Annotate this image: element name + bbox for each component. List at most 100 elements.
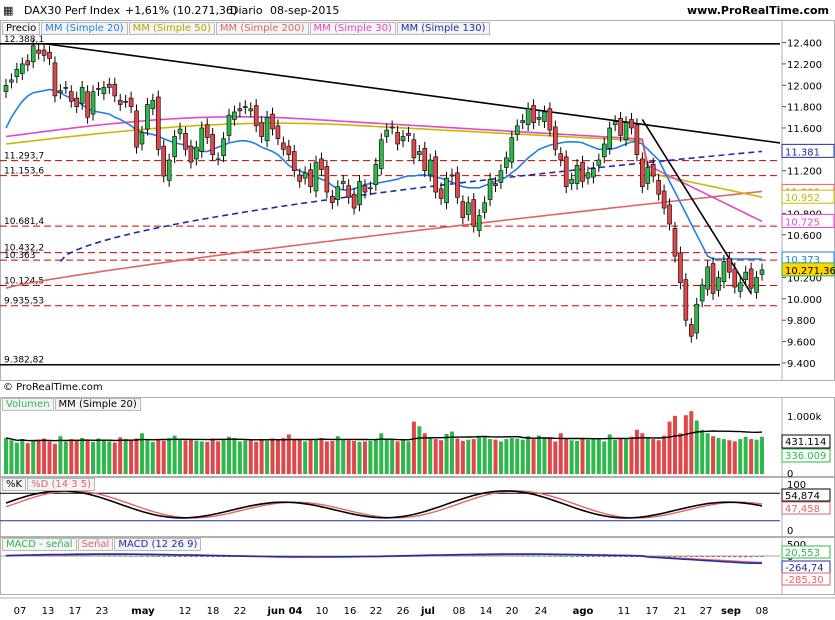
legend-sma30[interactable]: MM (Simple 30) <box>309 22 396 35</box>
candle-body <box>460 201 466 218</box>
value-box-label: 336.009 <box>785 451 826 462</box>
value-box-d <box>781 501 831 515</box>
volume-bar <box>678 433 683 474</box>
volume-bar <box>716 437 721 474</box>
candle-body <box>96 88 101 90</box>
volume-bar <box>667 421 672 474</box>
volume-bar <box>188 439 193 474</box>
x-tick-label: 12 <box>179 606 192 617</box>
volume-bar <box>123 439 128 474</box>
legend-sma50[interactable]: MM (Simple 50) <box>128 22 215 35</box>
candle-body <box>482 202 487 213</box>
volume-legend: Volumen MM (Simple 20) <box>2 398 141 411</box>
legend-price[interactable]: Precio <box>2 22 41 35</box>
candle-body <box>596 159 602 166</box>
price-tick-label: 9.400 <box>787 359 816 370</box>
legend-signal[interactable]: Señal <box>77 538 114 551</box>
candle-body <box>199 127 205 152</box>
candle-body <box>672 228 678 257</box>
candle-body <box>161 145 167 177</box>
volume-bar <box>324 441 329 474</box>
volume-bar <box>564 439 569 474</box>
volume-bar <box>156 439 161 474</box>
volume-bar <box>85 439 90 474</box>
volume-bar <box>47 441 52 474</box>
volume-bar <box>406 441 411 474</box>
macd-hist-bar <box>738 556 742 558</box>
candle-body <box>275 125 281 139</box>
legend-volume-sma[interactable]: MM (Simple 20) <box>54 398 141 411</box>
macd-hist-bar <box>684 556 688 557</box>
price-tick-label: 12.200 <box>787 60 822 71</box>
x-tick-label: 17 <box>69 606 82 617</box>
value-box-k <box>781 488 831 502</box>
stoch-tick-label: 100 <box>787 480 806 491</box>
volume-bar <box>14 442 19 474</box>
volume-bar <box>732 441 737 474</box>
macd-hist-bar <box>619 556 623 557</box>
macd-hist-bar <box>575 555 579 557</box>
volume-bar <box>205 442 210 474</box>
candle-body <box>645 167 651 184</box>
candle-body <box>85 91 90 118</box>
volume-sma-line <box>5 430 763 442</box>
candle-body <box>607 127 613 149</box>
macd-line <box>5 553 762 564</box>
legend-sma200[interactable]: MM (Simple 200) <box>215 22 309 35</box>
level-label: 10.432,2 <box>4 244 44 254</box>
candle-body <box>618 118 623 136</box>
volume-bar <box>31 440 36 474</box>
volume-bar <box>52 443 57 474</box>
volume-bar <box>243 440 248 474</box>
candle-body <box>688 324 694 337</box>
volume-bar <box>520 439 525 474</box>
legend-sma130[interactable]: MM (Simple 130) <box>396 22 490 35</box>
volume-bar <box>373 439 378 474</box>
legend-macd-hist[interactable]: MACD - señal <box>2 538 77 551</box>
volume-bar <box>558 433 563 474</box>
volume-bar <box>4 437 8 474</box>
volume-bar <box>292 439 297 474</box>
x-tick-label: 27 <box>700 606 713 617</box>
x-tick-label: 11 <box>618 606 631 617</box>
expand-icon[interactable]: ▦ <box>3 4 14 17</box>
volume-bar <box>711 436 716 474</box>
macd-hist-bar <box>581 556 585 557</box>
legend-sma20[interactable]: MM (Simple 20) <box>41 22 128 35</box>
candle-body <box>47 51 52 59</box>
macd-hist-bar <box>716 556 720 558</box>
volume-bar <box>42 438 47 474</box>
value-box-label: 10.271,36 <box>785 266 835 277</box>
x-tick-label: 08 <box>756 606 769 617</box>
macd-hist-bar <box>162 555 166 557</box>
volume-bar <box>738 439 743 474</box>
legend-k[interactable]: %K <box>2 478 27 491</box>
volume-bar <box>537 435 542 474</box>
candle-body <box>585 172 591 179</box>
value-box-label: 47,458 <box>785 504 820 515</box>
x-tick-label: 22 <box>370 606 383 617</box>
volume-bar <box>210 438 215 474</box>
macd-hist-bar <box>662 556 666 557</box>
candle-body <box>112 83 118 97</box>
candle-body <box>558 153 564 161</box>
candle-body <box>433 156 438 193</box>
volume-bar <box>308 440 313 474</box>
candle-body <box>30 45 36 63</box>
volume-bar <box>107 441 112 474</box>
candle-body <box>101 87 107 95</box>
macd-hist-bar <box>211 556 215 557</box>
legend-d[interactable]: %D (14 3 5) <box>27 478 96 491</box>
candle-body <box>368 187 373 190</box>
macd-hist-bar <box>570 555 574 557</box>
legend-volume[interactable]: Volumen <box>2 398 54 411</box>
candle-body <box>63 87 69 89</box>
macd-hist-bar <box>564 555 568 557</box>
candle-body <box>759 269 765 275</box>
value-box-label: 20,553 <box>785 548 820 559</box>
volume-bar <box>319 437 324 474</box>
legend-macd[interactable]: MACD (12 26 9) <box>114 538 202 551</box>
volume-bar <box>20 439 25 474</box>
candle-body <box>9 79 14 83</box>
x-tick-label: 17 <box>646 606 659 617</box>
